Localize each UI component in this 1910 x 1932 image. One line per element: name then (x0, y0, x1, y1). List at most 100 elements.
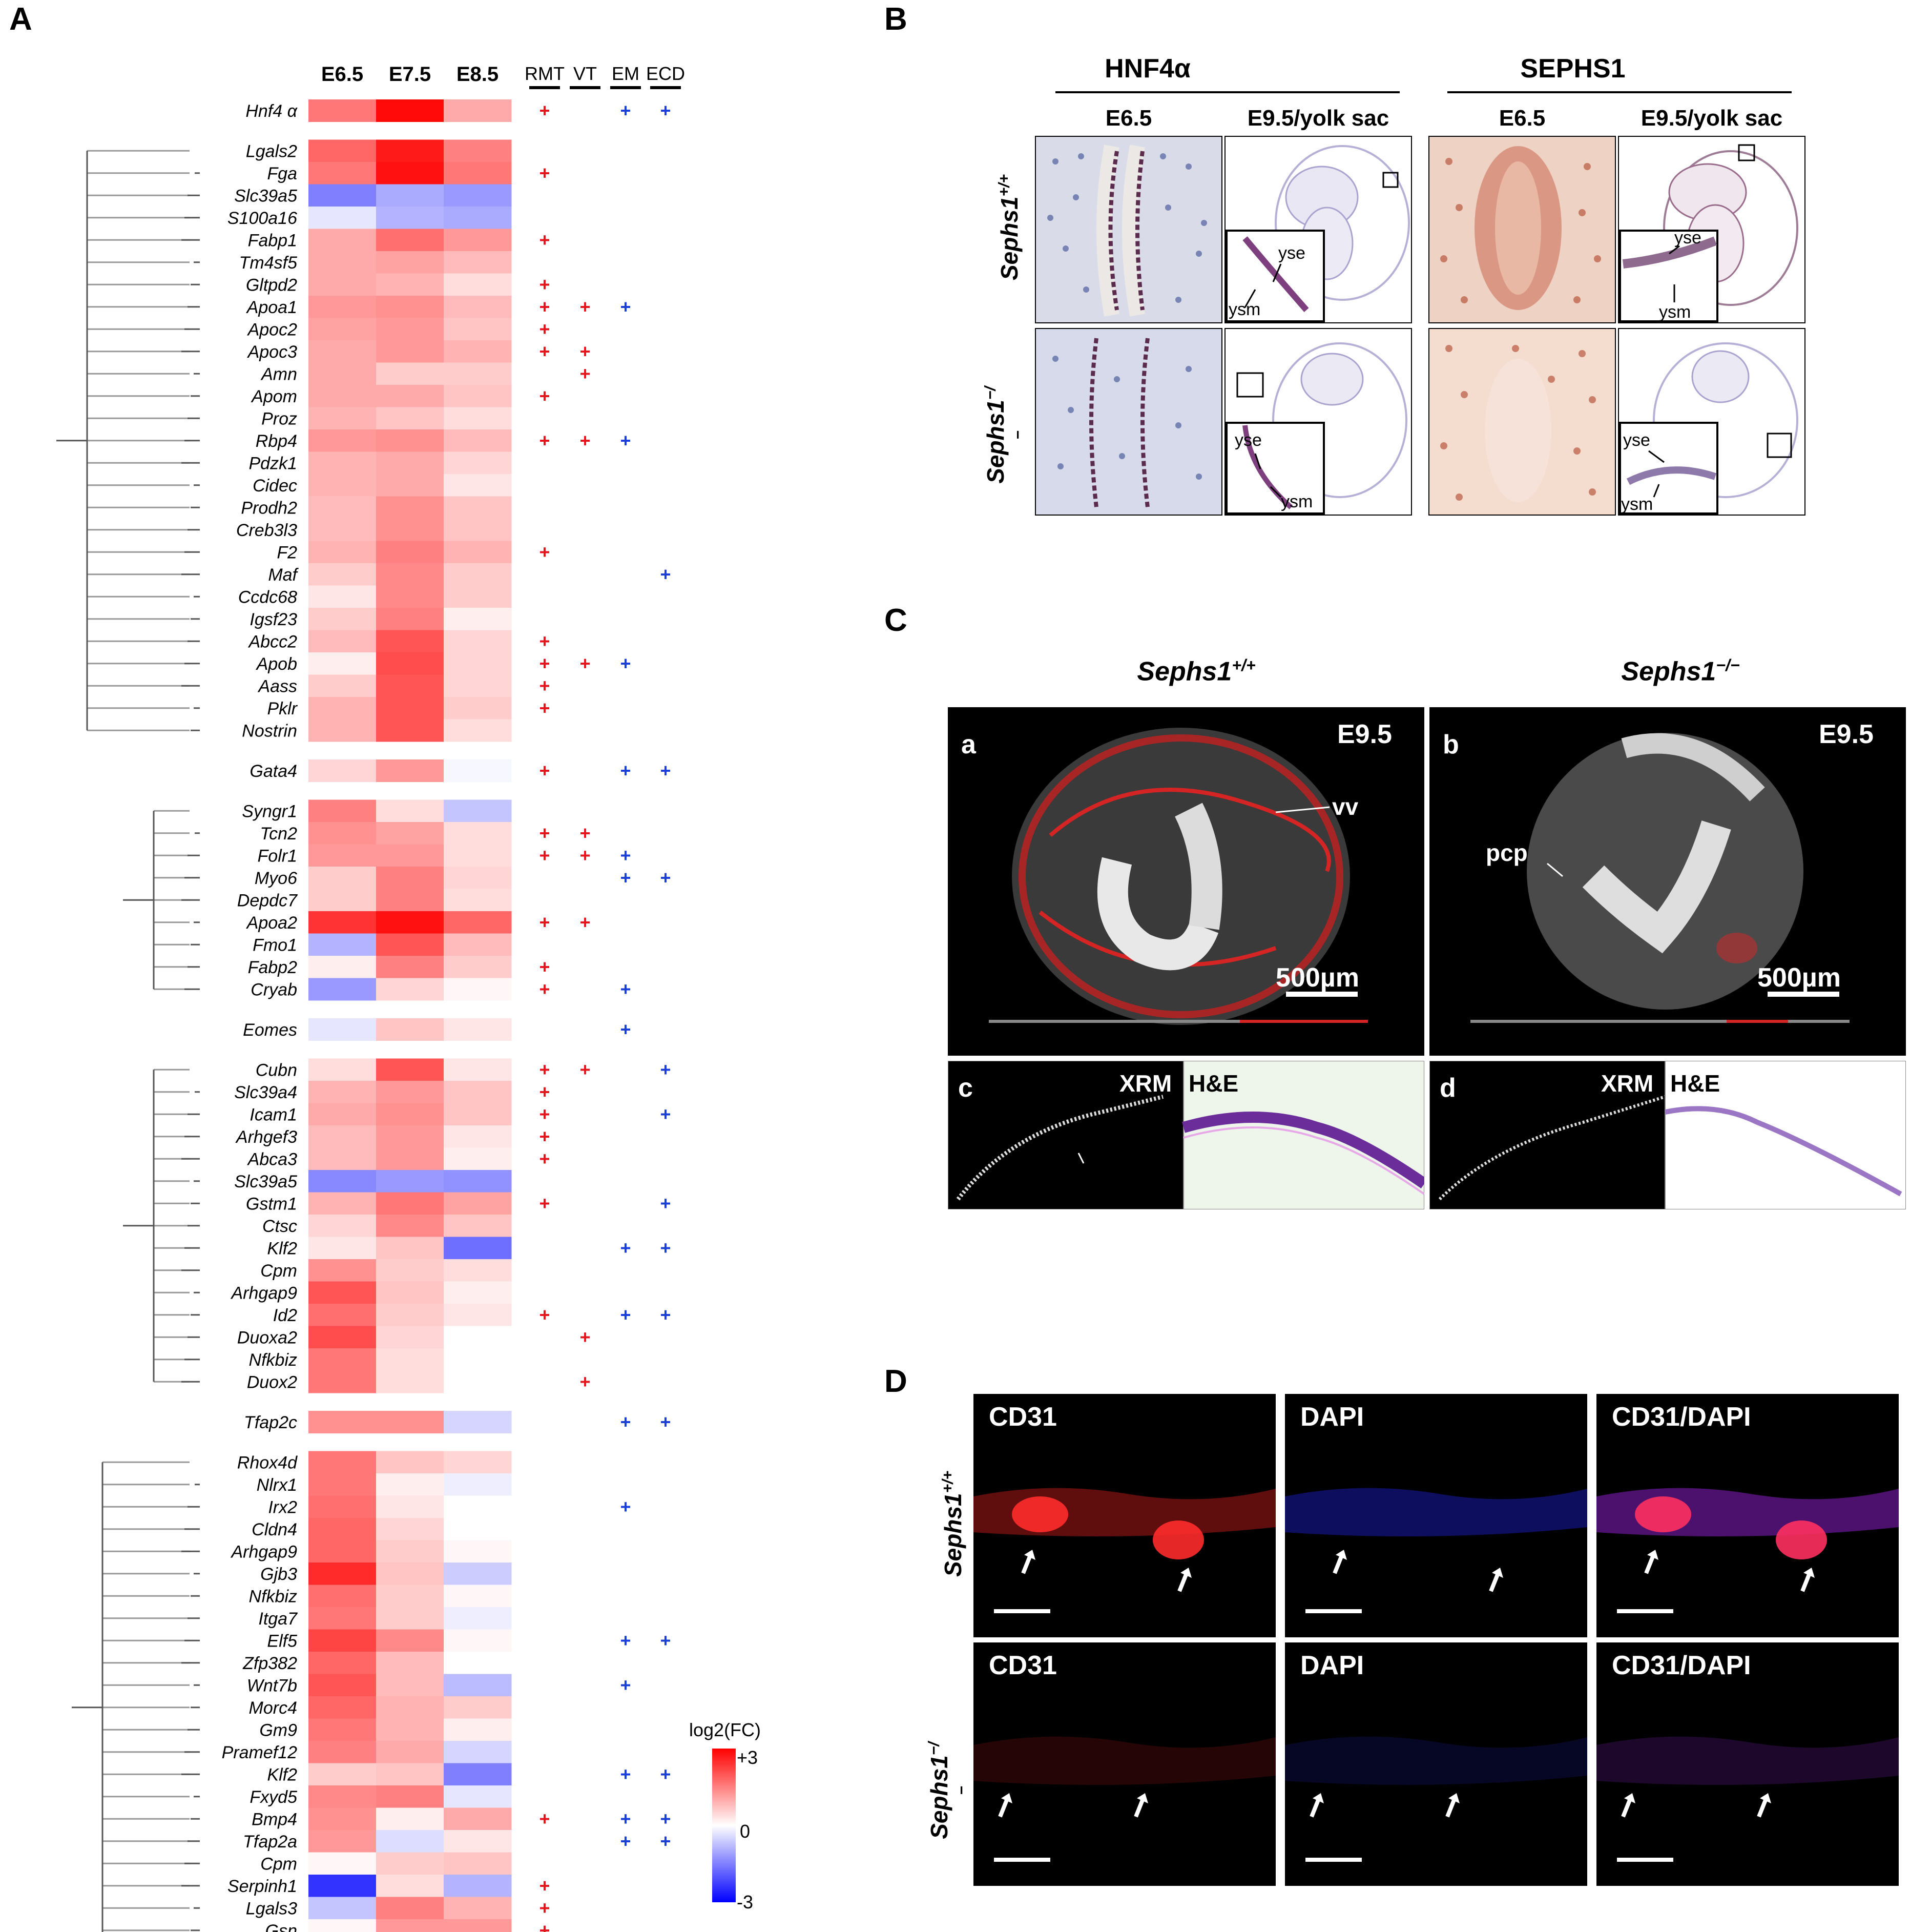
gene-label: Maf (268, 565, 299, 585)
heatmap-cell (376, 1607, 444, 1630)
heatmap-cell (444, 1370, 512, 1393)
gene-label: Gata4 (250, 762, 297, 781)
heatmap-cell (444, 1563, 512, 1585)
heatmap-cell (308, 1147, 377, 1170)
heatmap-cell (376, 674, 444, 697)
annotation-marker-ECD: + (660, 1103, 671, 1124)
heatmap-cell (376, 385, 444, 407)
heatmap-cell (308, 1540, 377, 1563)
heatmap-cell (444, 541, 512, 564)
gene-label: Gsn (265, 1921, 297, 1932)
heatmap-cell (444, 1348, 512, 1371)
annotation-marker-ECD: + (660, 1304, 671, 1325)
annotation-marker-RMT: + (539, 274, 550, 295)
annotation-marker-RMT: + (539, 1193, 550, 1214)
fluorescence-panel-ko-0: CD31 (973, 1642, 1276, 1886)
scale-bar-b: 500µm (1757, 963, 1841, 993)
gene-label: Zfp382 (242, 1654, 297, 1673)
sub-label-b: b (1443, 730, 1459, 759)
heatmap-cell (376, 1473, 444, 1496)
heatmap-cell (376, 1919, 444, 1932)
heatmap-cell (308, 1607, 377, 1630)
heatmap-cell (308, 541, 377, 564)
heatmap-cell (376, 1215, 444, 1237)
heatmap-cell (308, 1018, 377, 1041)
heatmap-cell (376, 563, 444, 586)
annotation-marker-EM: + (620, 1411, 631, 1432)
heatmap-cell (444, 1763, 512, 1786)
scale-bar-a: 500µm (1276, 963, 1359, 993)
heatmap-cell (444, 99, 512, 122)
heatmap-cell (444, 674, 512, 697)
heatmap-cell (376, 978, 444, 1001)
heatmap-cell (308, 630, 377, 653)
gene-label: Wnt7b (247, 1676, 297, 1695)
col-e65-sephs1: E6.5 (1499, 106, 1546, 131)
heatmap-cell (444, 207, 512, 229)
annotation-marker-RMT: + (539, 760, 550, 781)
col-e65-hnf4a: E6.5 (1105, 106, 1152, 131)
heatmap-cell (444, 1852, 512, 1875)
annotation-marker-ECD: + (660, 1763, 671, 1784)
heatmap-cell (444, 1518, 512, 1540)
heatmap-cell (308, 1852, 377, 1875)
gene-label: Nfkbiz (249, 1350, 297, 1370)
heatmap-cell (308, 1081, 377, 1103)
gene-label: Arhgap9 (230, 1283, 297, 1303)
heatmap-cell (376, 585, 444, 608)
heatmap-cell (308, 978, 377, 1001)
heatmap-cell (444, 1785, 512, 1808)
annotation-marker-EM: + (620, 100, 631, 121)
heatmap-cell (444, 162, 512, 184)
heatmap-cell (444, 1411, 512, 1433)
annotation-marker-RMT: + (539, 229, 550, 250)
annotation-marker-RMT: + (539, 653, 550, 674)
gene-label: Igsf23 (250, 610, 297, 629)
heatmap-cell (444, 956, 512, 978)
heatmap-cell (444, 719, 512, 742)
annotation-marker-RMT: + (539, 541, 550, 562)
gene-label: Cubn (256, 1060, 297, 1080)
heatmap-cell (376, 1125, 444, 1148)
heatmap-cell (444, 1147, 512, 1170)
heatmap-cell (444, 429, 512, 452)
annotation-marker-ECD: + (660, 1059, 671, 1080)
heatmap-cell (308, 99, 377, 122)
annotation-marker-EM: + (620, 845, 631, 866)
heatmap-cell (376, 1259, 444, 1282)
gene-label: Lgals3 (246, 1899, 297, 1918)
heatmap-cell (308, 759, 377, 782)
gene-label: Cryab (251, 980, 297, 999)
heatmap-cell (444, 933, 512, 956)
gene-label: Tcn2 (260, 824, 298, 844)
annotation-marker-VT: + (579, 653, 590, 674)
heatmap-cell (376, 1058, 444, 1081)
ysm-label-ko-hnf4a: ysm (1281, 492, 1313, 511)
heatmap-cell (444, 1741, 512, 1763)
gene-label: Pramef12 (222, 1743, 297, 1762)
annotation-marker-EM: + (620, 867, 631, 888)
gene-label: Pdzk1 (249, 454, 298, 473)
channel-label: DAPI (1300, 1651, 1364, 1680)
heatmap-cell (308, 844, 377, 867)
heatmap-cell (376, 1652, 444, 1674)
heatmap-cell (444, 318, 512, 341)
annotation-marker-RMT: + (539, 100, 550, 121)
xrm-label-c: XRM (1119, 1070, 1172, 1097)
heatmap-cell (444, 608, 512, 630)
annotation-marker-RMT: + (539, 1808, 550, 1829)
gene-label: Apoa1 (246, 298, 297, 317)
heatmap-cell (376, 1763, 444, 1786)
hnf4a-e65-ko-image (1035, 328, 1222, 516)
heatmap-cell (308, 697, 377, 720)
heatmap-cell (308, 496, 377, 519)
gene-label: Klf2 (267, 1765, 297, 1784)
genotype-wt-label-b: Sephs1+/+ (995, 174, 1023, 280)
gene-label: Gstm1 (246, 1194, 297, 1214)
heatmap-cell (308, 139, 377, 162)
heatmap-cell (444, 1919, 512, 1932)
channel-label: DAPI (1300, 1402, 1364, 1432)
heatmap-cell (444, 1495, 512, 1518)
sephs1-e95-ko-image: yse ysm (1618, 328, 1805, 516)
annotation-marker-RMT: + (539, 1875, 550, 1896)
